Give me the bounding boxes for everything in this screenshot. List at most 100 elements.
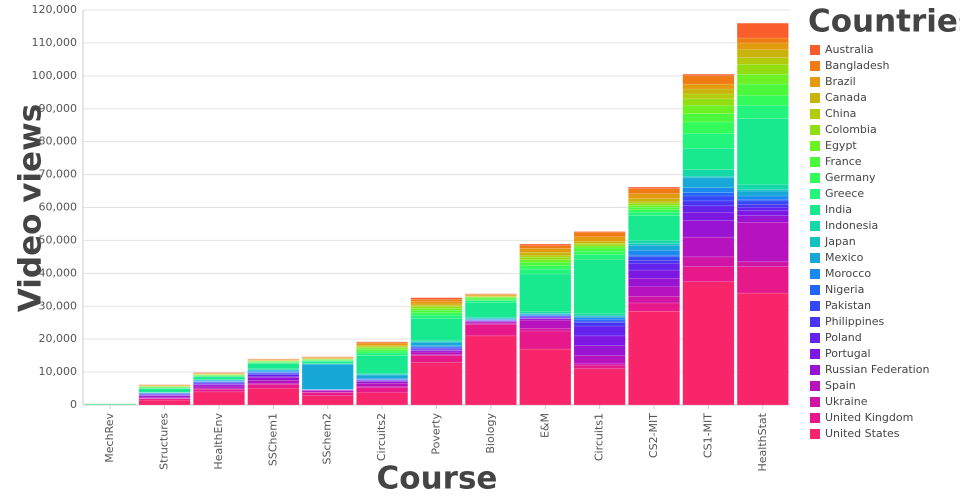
bar-segment [683, 74, 734, 76]
bar-segment [628, 270, 679, 278]
y-tick-label: 80,000 [39, 135, 78, 148]
legend-swatch [810, 301, 820, 311]
bar-segment [248, 389, 299, 405]
legend-swatch [810, 141, 820, 151]
legend-swatch [810, 285, 820, 295]
bar-segment [520, 320, 571, 328]
bar-segment [628, 187, 679, 189]
bar-segment [574, 233, 625, 237]
y-tick-label: 30,000 [39, 299, 78, 312]
bar-segment [411, 356, 462, 363]
legend-label: Australia [825, 43, 874, 56]
bar-segment [628, 189, 679, 194]
bar-segment [628, 278, 679, 286]
bar-segment [411, 315, 462, 318]
legend-label: Mexico [825, 251, 864, 264]
bar-segment [683, 212, 734, 220]
bar-segment [356, 388, 407, 393]
legend-label: Greece [825, 187, 864, 200]
legend-label: United States [825, 427, 900, 440]
bar-segment [683, 105, 734, 113]
bar-segment [302, 392, 353, 395]
bar-segment [520, 248, 571, 252]
bar-segment [465, 302, 516, 317]
bar-segment [411, 319, 462, 340]
bar-segment [248, 380, 299, 383]
bar-segment [683, 76, 734, 84]
bar-segment [520, 244, 571, 246]
bar-segment [356, 353, 407, 356]
bar-segment [628, 311, 679, 405]
legend-swatch [810, 349, 820, 359]
bar-segment [411, 298, 462, 300]
bar-segment [520, 266, 571, 269]
bar-segment [737, 262, 788, 267]
legend-swatch [810, 253, 820, 263]
legend-label: Bangladesh [825, 59, 890, 72]
bar-segment [737, 184, 788, 189]
y-tick-label: 120,000 [32, 3, 78, 16]
bar-segment [139, 400, 190, 405]
legend-label: Ukraine [825, 395, 868, 408]
y-tick-label: 60,000 [39, 201, 78, 214]
bar-segment [737, 64, 788, 74]
bar-segment [356, 383, 407, 386]
legend-swatch [810, 237, 820, 247]
bar-segment [683, 89, 734, 94]
bar-segment [683, 178, 734, 188]
legend-swatch [810, 397, 820, 407]
x-tick-label: HealthEnv [212, 413, 225, 470]
bar-segment [683, 206, 734, 213]
bar-segment [574, 232, 625, 233]
y-tick-label: 0 [70, 398, 77, 411]
bar-segment [628, 257, 679, 260]
bar-segment [628, 210, 679, 213]
legend-label: Colombia [825, 123, 877, 136]
x-tick-label: Poverty [430, 413, 443, 455]
bar-segment [628, 199, 679, 202]
bar-segment [356, 351, 407, 353]
bar-segment [574, 236, 625, 241]
bar-segment [737, 43, 788, 50]
bar-segment [411, 310, 462, 313]
bar-segment [683, 148, 734, 169]
legend-swatch [810, 77, 820, 87]
legend-label: Poland [825, 331, 862, 344]
bar-segment [683, 99, 734, 106]
bar-segment [411, 301, 462, 304]
x-axis-title: Course [377, 461, 498, 497]
bar-segment [683, 84, 734, 89]
legend-label: China [825, 107, 856, 120]
bar-segment [574, 246, 625, 248]
legend-swatch [810, 365, 820, 375]
bar-segment [411, 352, 462, 355]
bar-segment [683, 133, 734, 148]
legend-swatch [810, 317, 820, 327]
bar-segment [356, 342, 407, 343]
legend-label: United Kingdom [825, 411, 913, 424]
bar-segment [574, 241, 625, 243]
bar-segment [520, 349, 571, 405]
legend-label: Nigeria [825, 283, 864, 296]
y-tick-label: 90,000 [39, 102, 78, 115]
legend-swatch [810, 381, 820, 391]
bar-segment [683, 221, 734, 237]
y-tick-label: 50,000 [39, 233, 78, 246]
legend-label: Brazil [825, 75, 856, 88]
bar-segment [683, 122, 734, 134]
bar-segment [683, 193, 734, 196]
bar-segment [737, 208, 788, 211]
bar-segment [520, 260, 571, 263]
bar-segment [737, 204, 788, 207]
bar-segment [574, 255, 625, 260]
bar-segment [248, 377, 299, 380]
legend-label: Germany [825, 171, 876, 184]
y-tick-label: 20,000 [39, 332, 78, 345]
bar-segment [737, 293, 788, 405]
bar-segment [737, 211, 788, 216]
y-tick-label: 10,000 [39, 365, 78, 378]
bar-segment [628, 205, 679, 207]
bar-segment [520, 262, 571, 265]
x-tick-label: HealthStat [756, 412, 769, 471]
bar-segment [574, 260, 625, 314]
